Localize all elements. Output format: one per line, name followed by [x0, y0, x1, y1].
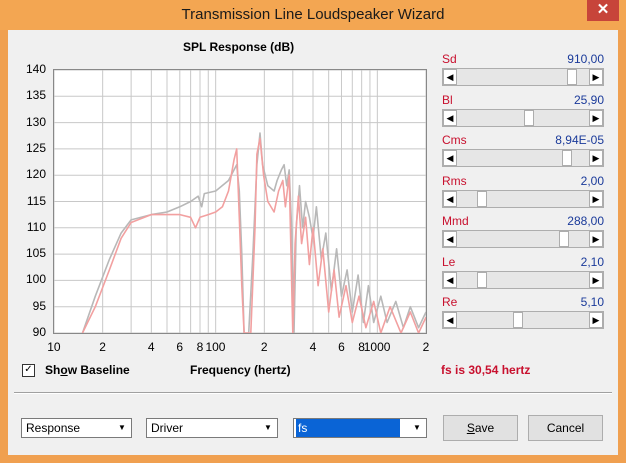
view-select[interactable]: Response ▼ [21, 418, 132, 438]
slider-thumb[interactable] [524, 109, 535, 126]
source-select-value: Driver [151, 421, 183, 435]
y-tick-label: 115 [26, 193, 46, 208]
x-tick-label: 2 [260, 340, 268, 354]
scroll-right-icon[interactable]: ▶ [589, 109, 603, 126]
param-slider-cms[interactable]: ◀ ▶ [442, 149, 604, 167]
param-slider-sd[interactable]: ◀ ▶ [442, 68, 604, 86]
slider-thumb[interactable] [476, 271, 487, 288]
param-slider-re[interactable]: ◀ ▶ [442, 311, 604, 329]
x-tick-label: 8 [196, 340, 204, 354]
window-title: Transmission Line Loudspeaker Wizard [181, 6, 445, 23]
client-area: SPL Response (dB) 140 135 130 125 120 115 110 1… [8, 30, 618, 455]
x-tick-label: 100 [205, 340, 226, 354]
x-tick-label: 10 [47, 340, 61, 354]
divider [14, 392, 612, 394]
scroll-left-icon[interactable]: ◀ [443, 150, 457, 166]
y-tick-label: 105 [25, 246, 46, 261]
slider-thumb[interactable] [559, 231, 570, 247]
scroll-right-icon[interactable]: ▶ [589, 69, 603, 85]
y-tick-label: 125 [25, 140, 46, 155]
parameter-select-value: fs [296, 419, 400, 437]
param-slider-mmd[interactable]: ◀ ▶ [442, 230, 604, 248]
y-tick-label: 90 [32, 325, 46, 339]
param-label-rms: Rms [442, 173, 467, 188]
y-tick-label: 130 [25, 114, 46, 129]
param-label-le: Le [442, 254, 456, 269]
cancel-button[interactable]: Cancel [528, 415, 603, 441]
show-baseline-checkbox[interactable]: ✓ [22, 364, 35, 377]
close-button[interactable]: ✕ [587, 0, 619, 21]
scroll-right-icon[interactable]: ▶ [589, 271, 603, 288]
chevron-down-icon[interactable]: ▼ [413, 423, 421, 432]
source-select[interactable]: Driver ▼ [146, 418, 278, 438]
param-slider-le[interactable]: ◀ ▶ [442, 270, 604, 289]
param-label-bl: Bl [442, 92, 453, 107]
x-tick-label: 2 [99, 340, 106, 354]
chevron-down-icon[interactable]: ▼ [118, 423, 126, 432]
x-tick-label: 4 [147, 340, 155, 354]
y-tick-label: 110 [26, 219, 46, 234]
slider-thumb[interactable] [476, 190, 487, 207]
x-tick-label: 4 [309, 340, 317, 354]
x-tick-label: 2 [422, 340, 430, 354]
x-axis-label: Frequency (hertz) [190, 363, 291, 377]
view-select-value: Response [26, 421, 81, 435]
y-tick-label: 100 [25, 272, 46, 287]
y-tick-label: 135 [25, 88, 46, 103]
scroll-left-icon[interactable]: ◀ [443, 312, 457, 328]
parameter-select[interactable]: fs ▼ [293, 418, 427, 438]
slider-thumb[interactable] [513, 312, 524, 328]
param-value-bl: 25,90 [573, 92, 604, 107]
save-button[interactable]: Save [443, 415, 518, 441]
scroll-left-icon[interactable]: ◀ [443, 271, 457, 288]
slider-thumb[interactable] [566, 69, 577, 85]
scroll-left-icon[interactable]: ◀ [443, 231, 457, 247]
scroll-right-icon[interactable]: ▶ [589, 231, 603, 247]
y-tick-label: 95 [32, 298, 46, 313]
scroll-left-icon[interactable]: ◀ [443, 109, 457, 126]
scroll-left-icon[interactable]: ◀ [443, 69, 457, 85]
y-tick-label: 140 [25, 62, 46, 76]
x-tick-label: 6 [338, 340, 345, 354]
param-value-sd: 910,00 [567, 52, 604, 66]
x-tick-label: 8 [358, 340, 365, 354]
param-label-sd: Sd [442, 52, 457, 66]
scroll-right-icon[interactable]: ▶ [589, 312, 603, 328]
param-label-mmd: Mmd [442, 214, 469, 228]
scroll-left-icon[interactable]: ◀ [443, 190, 457, 207]
param-label-cms: Cms [442, 133, 467, 147]
param-slider-bl[interactable]: ◀ ▶ [442, 108, 604, 127]
param-value-re: 5,10 [580, 295, 604, 309]
param-label-re: Re [442, 295, 458, 309]
param-value-mmd: 288,00 [567, 214, 604, 228]
y-tick-label: 120 [25, 167, 46, 182]
param-value-rms: 2,00 [580, 173, 604, 188]
scroll-right-icon[interactable]: ▶ [589, 190, 603, 207]
response-series-line [81, 137, 427, 334]
fs-readout: fs is 30,54 hertz [441, 363, 531, 377]
x-tick-label: 6 [176, 340, 184, 354]
param-value-le: 2,10 [580, 254, 604, 269]
x-tick-label: 1000 [363, 340, 391, 354]
scroll-right-icon[interactable]: ▶ [589, 150, 603, 166]
chart-title: SPL Response (dB) [183, 40, 295, 54]
spl-chart-svg [53, 69, 427, 334]
show-baseline-label[interactable]: Show Baseline [45, 363, 130, 377]
chevron-down-icon[interactable]: ▼ [264, 423, 272, 432]
slider-thumb[interactable] [561, 150, 572, 166]
title-bar[interactable]: Transmission Line Loudspeaker Wizard ✕ [0, 0, 626, 30]
param-slider-rms[interactable]: ◀ ▶ [442, 189, 604, 208]
param-value-cms: 8,94E-05 [555, 133, 604, 147]
spl-chart [53, 69, 427, 334]
